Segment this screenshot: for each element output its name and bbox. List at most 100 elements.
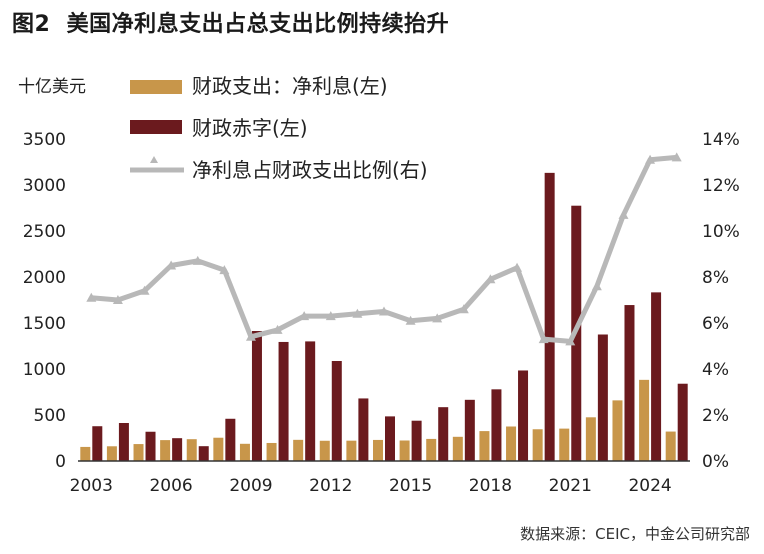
interest-bar [80,446,91,461]
left-tick-label: 2500 [23,222,66,242]
interest-bar [213,437,224,461]
legend-label-ratio: 净利息占财政支出比例(右) [192,158,428,182]
left-tick-label: 3000 [23,176,66,196]
legend: 财政支出：净利息(左) 财政赤字(左) 净利息占财政支出比例(右) [130,74,428,182]
interest-bar [585,417,596,461]
deficit-bar [358,398,369,461]
deficit-bar [305,341,316,461]
deficit-bar [544,172,555,461]
interest-bar [639,379,650,461]
ratio-point [245,331,256,341]
interest-bar [665,431,676,461]
figure-title: 图2 美国净利息支出占总支出比例持续抬升 [12,6,449,38]
left-tick-label: 500 [34,406,66,426]
ratio-point [485,274,496,284]
interest-bar [612,400,623,461]
interest-bar [479,431,490,461]
interest-bar [106,446,117,461]
interest-bar [532,429,543,461]
interest-bar [160,440,171,461]
ratio-point [379,306,389,316]
interest-bar [186,439,197,461]
ratio-point [432,313,443,323]
right-tick-label: 12% [702,176,740,196]
right-tick-label: 10% [702,222,740,242]
data-source: 数据来源：CEIC，中金公司研究部 [520,525,750,543]
x-tick-label: 2021 [549,476,592,496]
ratio-point [565,336,576,346]
figure-label: 图2 [12,12,51,37]
x-tick-label: 2009 [229,476,272,496]
deficit-bar [331,360,342,461]
x-tick-label: 2003 [70,476,113,496]
right-tick-label: 0% [702,452,729,472]
deficit-bar [251,331,262,461]
interest-bar [266,442,277,461]
ratio-point [458,304,469,314]
left-tick-label: 0 [55,452,66,472]
left-tick-label: 2000 [23,268,66,288]
deficit-bar [118,423,129,461]
right-axis-ticks: 0% 2% 4% 6% 8% 10% 12% 14% [702,130,740,472]
right-tick-label: 2% [702,406,729,426]
ratio-point [512,262,523,272]
legend-swatch-deficit [130,120,182,134]
figure-title-text: 美国净利息支出占总支出比例持续抬升 [66,12,450,37]
deficit-bar [278,341,289,461]
deficit-bar [145,431,156,461]
ratio-point [299,311,310,321]
deficit-bar [411,420,422,461]
legend-label-interest: 财政支出：净利息(左) [192,74,388,98]
deficit-bar [624,305,635,461]
interest-bar [319,440,330,461]
ratio-point [272,324,283,334]
deficit-bar [225,418,236,461]
deficit-bar [92,426,103,461]
ratio-point [645,154,656,164]
deficit-bar [172,438,183,461]
ratio-point [405,315,416,325]
ratio-point [538,334,549,344]
deficit-bar [464,399,475,461]
x-axis-ticks: 2003 2006 2009 2012 2015 2018 2021 2024 [70,476,672,496]
right-tick-label: 4% [702,360,729,380]
ratio-point [166,260,177,270]
legend-marker-ratio [150,156,158,163]
ratio-point [219,265,230,275]
interest-bar [346,440,357,461]
ratio-point [352,308,363,318]
left-tick-label: 1000 [23,360,66,380]
interest-bar [239,443,250,461]
legend-swatch-interest [130,80,182,94]
legend-label-deficit: 财政赤字(左) [192,116,308,140]
left-tick-label: 3500 [23,130,66,150]
x-tick-label: 2006 [149,476,192,496]
series-ratio-line [86,152,682,346]
ratio-point [139,285,150,295]
left-axis-ticks: 0 500 1000 1500 2000 2500 3000 3500 [23,130,66,472]
right-tick-label: 6% [702,314,729,334]
deficit-bar [677,383,688,461]
interest-bar [373,439,383,461]
right-tick-label: 8% [702,268,729,288]
deficit-bar [491,389,502,461]
ratio-point [192,255,203,265]
left-axis-unit: 十亿美元 [18,77,86,97]
ratio-point [112,295,123,304]
x-tick-label: 2015 [389,476,432,496]
ratio-point [325,311,336,321]
deficit-bar [438,407,449,461]
interest-bar [426,438,437,461]
interest-bar [399,440,410,461]
x-tick-label: 2024 [628,476,671,496]
deficit-bar [198,446,209,461]
deficit-bar [651,292,662,461]
interest-bar [559,428,570,461]
x-tick-label: 2012 [309,476,352,496]
ratio-point [671,152,682,162]
series-interest-bars [80,379,676,461]
interest-bar [293,439,304,461]
x-tick-label: 2018 [469,476,512,496]
interest-bar [506,426,517,461]
